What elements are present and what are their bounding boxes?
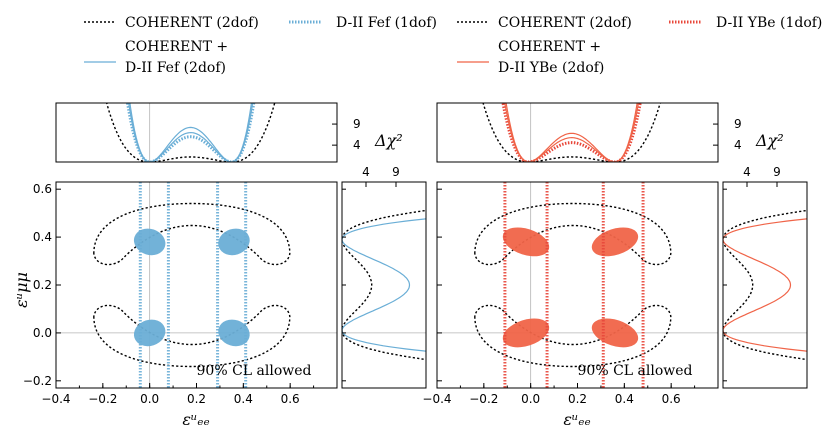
main-plot-area bbox=[56, 182, 337, 388]
main-frame bbox=[436, 181, 719, 389]
x-tick-label: −0.4 bbox=[41, 392, 70, 406]
top-frame bbox=[436, 102, 719, 163]
combined-allowed-region bbox=[591, 227, 639, 257]
dchi2-tick-label: 4 bbox=[353, 138, 361, 152]
legend-label: COHERENT (2dof) bbox=[125, 15, 259, 31]
coherent-contour bbox=[93, 202, 291, 266]
y-tick-label: 0.2 bbox=[33, 278, 52, 292]
side-profile-area bbox=[723, 209, 807, 361]
x-tick-label: −0.4 bbox=[422, 392, 451, 406]
combined-allowed-region bbox=[591, 318, 639, 348]
legend-label: COHERENT + bbox=[125, 39, 228, 55]
side-dchi2-tick-label: 9 bbox=[392, 165, 400, 179]
x-axis-label: εᵘₑₑ bbox=[182, 410, 209, 429]
coherent-contour bbox=[474, 304, 672, 368]
combined-allowed-region bbox=[218, 228, 250, 256]
side-profile-combined bbox=[723, 218, 807, 352]
side-profile-combined bbox=[342, 218, 426, 352]
combined-allowed-region bbox=[502, 318, 550, 348]
side-dchi2-tick-label: 9 bbox=[773, 165, 781, 179]
combined-allowed-region bbox=[133, 319, 166, 347]
top-profile-d2 bbox=[501, 103, 642, 162]
main-plot-area bbox=[437, 182, 718, 388]
y-tick-label: 0.4 bbox=[33, 230, 52, 244]
combined-allowed-region bbox=[218, 319, 250, 347]
main-frame bbox=[55, 181, 338, 389]
x-tick-label: 0.0 bbox=[140, 392, 159, 406]
dchi2-label: Δχ² bbox=[755, 131, 784, 150]
side-profile-coherent bbox=[723, 209, 807, 361]
legend-item: COHERENT + D-II YBe (2dof) bbox=[457, 39, 604, 76]
x-tick-label: 0.6 bbox=[662, 392, 681, 406]
coherent-contour bbox=[93, 304, 291, 368]
top-profile-area bbox=[482, 103, 661, 162]
legend-item: COHERENT + D-II Fef (2dof) bbox=[84, 39, 228, 76]
x-axis-label: εᵘₑₑ bbox=[563, 410, 590, 429]
top-profile-combined-inner bbox=[504, 103, 640, 162]
y-tick-label: 0.6 bbox=[33, 182, 52, 196]
annotation-90cl: 90% CL allowed bbox=[578, 363, 693, 379]
x-tick-label: 0.4 bbox=[234, 392, 253, 406]
x-tick-label: 0.2 bbox=[187, 392, 206, 406]
x-tick-label: −0.2 bbox=[469, 392, 498, 406]
legend: COHERENT (2dof) D-II Fef (1dof) COHERENT (… bbox=[84, 15, 822, 76]
x-tick-label: −0.2 bbox=[88, 392, 117, 406]
top-profile-d2 bbox=[126, 103, 256, 162]
dchi2-label: Δχ² bbox=[374, 131, 403, 150]
top-profile-combined bbox=[129, 103, 253, 162]
top-profile-area bbox=[105, 103, 276, 162]
dchi2-tick-label: 9 bbox=[734, 117, 742, 131]
dchi2-tick-label: 4 bbox=[734, 138, 742, 152]
annotation-90cl: 90% CL allowed bbox=[197, 363, 312, 379]
top-frame bbox=[55, 102, 338, 163]
legend-item: COHERENT (2dof) bbox=[84, 15, 259, 31]
y-tick-label: 0.0 bbox=[33, 326, 52, 340]
side-profile-area bbox=[342, 209, 426, 361]
x-tick-label: 0.4 bbox=[615, 392, 634, 406]
side-profile-coherent bbox=[342, 209, 426, 361]
side-dchi2-tick-label: 4 bbox=[362, 165, 370, 179]
top-profile-combined bbox=[505, 103, 638, 162]
legend-label: D-II Fef (1dof) bbox=[336, 15, 437, 31]
legend-label: D-II Fef (2dof) bbox=[125, 60, 226, 76]
legend-label: D-II YBe (1dof) bbox=[716, 15, 822, 31]
legend-label: D-II YBe (2dof) bbox=[498, 60, 604, 76]
y-axis-label: εᵘμμ bbox=[12, 272, 31, 308]
combined-allowed-region bbox=[502, 227, 550, 257]
dchi2-tick-label: 9 bbox=[353, 117, 361, 131]
legend-label: COHERENT (2dof) bbox=[498, 15, 632, 31]
top-profile-coherent bbox=[482, 103, 661, 162]
side-dchi2-tick-label: 4 bbox=[743, 165, 751, 179]
coherent-contour bbox=[474, 202, 672, 266]
legend-item: D-II YBe (1dof) bbox=[669, 15, 822, 31]
x-tick-label: 0.0 bbox=[521, 392, 540, 406]
top-profile-combined-inner bbox=[128, 103, 254, 162]
y-tick-label: −0.2 bbox=[23, 374, 52, 388]
x-tick-label: 0.6 bbox=[281, 392, 300, 406]
legend-item: COHERENT (2dof) bbox=[457, 15, 632, 31]
panel-left: −0.4 −0.2 0.0 0.2 0.4 0.6 0.6 0.4 0.2 0.0 −0.2 εᵘₑₑ… bbox=[12, 102, 427, 429]
legend-item: D-II Fef (1dof) bbox=[289, 15, 437, 31]
panel-right: −0.4 −0.2 0.0 0.2 0.4 0.6 εᵘₑₑ 90% CL allowed 9 4… bbox=[422, 102, 808, 429]
combined-allowed-region bbox=[133, 228, 166, 256]
x-tick-label: 0.2 bbox=[568, 392, 587, 406]
legend-label: COHERENT + bbox=[498, 39, 601, 55]
